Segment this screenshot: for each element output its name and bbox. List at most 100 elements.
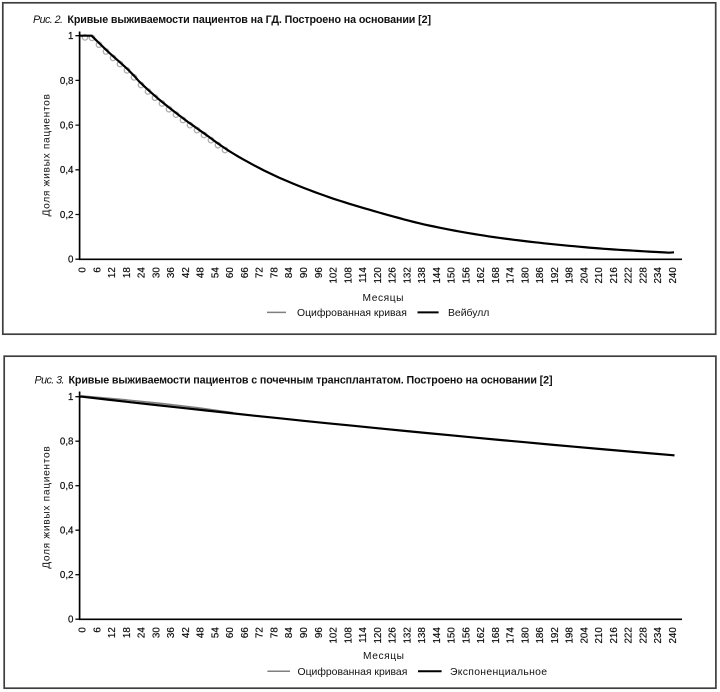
svg-text:1: 1 [68,392,73,403]
svg-text:222: 222 [624,627,635,643]
svg-text:180: 180 [520,627,531,644]
svg-text:Оцифрованная кривая: Оцифрованная кривая [297,307,407,319]
svg-text:120: 120 [373,627,384,644]
svg-text:60: 60 [225,627,236,638]
svg-text:Вейбулл: Вейбулл [448,307,489,319]
svg-text:78: 78 [270,267,281,278]
svg-text:168: 168 [491,627,502,644]
svg-text:108: 108 [343,267,354,284]
svg-text:84: 84 [284,267,295,278]
svg-text:0,6: 0,6 [60,481,74,492]
svg-text:168: 168 [491,267,502,284]
svg-text:1: 1 [68,31,73,42]
svg-text:Экспоненциальное: Экспоненциальное [450,667,547,678]
svg-text:18: 18 [122,267,133,278]
svg-text:6: 6 [92,267,103,273]
svg-text:228: 228 [639,267,650,284]
svg-text:0: 0 [78,627,89,633]
svg-text:102: 102 [329,627,340,643]
svg-text:240: 240 [668,627,679,644]
svg-text:114: 114 [358,267,369,283]
svg-text:Кривые выживаемости пациентов: Кривые выживаемости пациентов на ГД. Пос… [67,14,431,26]
svg-text:156: 156 [461,267,472,284]
svg-text:0: 0 [78,267,89,273]
svg-text:90: 90 [299,627,310,638]
svg-text:234: 234 [653,627,664,644]
svg-text:0,6: 0,6 [60,121,74,132]
svg-text:0: 0 [68,255,74,266]
svg-text:30: 30 [151,627,162,638]
svg-text:210: 210 [594,627,605,644]
svg-text:162: 162 [476,627,487,643]
svg-text:90: 90 [299,267,310,278]
svg-text:204: 204 [579,627,590,644]
svg-text:144: 144 [432,267,443,284]
svg-text:108: 108 [343,627,354,644]
svg-text:78: 78 [270,627,281,638]
svg-text:Кривые выживаемости пациентов: Кривые выживаемости пациентов с почечным… [69,375,553,387]
svg-text:132: 132 [402,267,413,283]
svg-text:216: 216 [609,267,620,284]
svg-text:120: 120 [373,267,384,284]
svg-text:132: 132 [402,627,413,643]
svg-text:Рис. 3.: Рис. 3. [35,375,65,387]
svg-text:0: 0 [68,615,74,626]
svg-text:54: 54 [210,627,221,638]
svg-text:156: 156 [461,627,472,644]
svg-text:198: 198 [565,627,576,644]
svg-text:138: 138 [417,267,428,284]
svg-text:126: 126 [388,627,399,644]
svg-text:48: 48 [196,267,207,278]
svg-text:0,4: 0,4 [60,526,74,537]
svg-text:150: 150 [447,267,458,284]
svg-text:42: 42 [181,267,192,278]
svg-text:198: 198 [565,267,576,284]
svg-text:66: 66 [240,627,251,638]
svg-text:240: 240 [668,267,679,284]
svg-text:Месяцы: Месяцы [363,651,404,662]
svg-text:192: 192 [550,267,561,283]
svg-text:24: 24 [137,267,148,278]
svg-text:36: 36 [166,627,177,638]
svg-text:24: 24 [137,627,148,638]
svg-text:192: 192 [550,627,561,643]
svg-text:102: 102 [329,267,340,283]
svg-text:Рис. 2.: Рис. 2. [33,14,63,26]
svg-text:186: 186 [535,627,546,644]
svg-text:162: 162 [476,267,487,283]
svg-text:42: 42 [181,627,192,638]
svg-text:36: 36 [166,267,177,278]
svg-text:138: 138 [417,627,428,644]
svg-text:144: 144 [432,627,443,644]
svg-text:216: 216 [609,627,620,644]
svg-text:96: 96 [314,627,325,638]
svg-text:72: 72 [255,627,266,638]
svg-text:Оцифрованная кривая: Оцифрованная кривая [298,666,408,678]
svg-text:0,2: 0,2 [60,210,74,221]
svg-text:126: 126 [388,267,399,284]
svg-text:60: 60 [225,267,236,278]
svg-text:204: 204 [579,267,590,284]
svg-text:0,8: 0,8 [60,76,74,87]
svg-text:210: 210 [594,267,605,284]
svg-text:12: 12 [107,267,118,278]
svg-text:0,4: 0,4 [60,165,74,176]
svg-text:84: 84 [284,627,295,638]
svg-text:174: 174 [506,627,517,644]
svg-text:48: 48 [196,627,207,638]
svg-text:30: 30 [151,267,162,278]
svg-text:66: 66 [240,267,251,278]
svg-text:Месяцы: Месяцы [363,293,404,304]
svg-text:12: 12 [107,627,118,638]
svg-text:174: 174 [506,267,517,284]
svg-text:Доля живых пациентов: Доля живых пациентов [41,446,52,569]
svg-text:234: 234 [653,267,664,284]
svg-text:72: 72 [255,267,266,278]
svg-text:0,8: 0,8 [60,437,74,448]
svg-text:150: 150 [447,627,458,644]
svg-text:114: 114 [358,627,369,643]
svg-text:54: 54 [210,267,221,278]
svg-text:96: 96 [314,267,325,278]
svg-text:228: 228 [639,627,650,644]
svg-text:222: 222 [624,267,635,283]
